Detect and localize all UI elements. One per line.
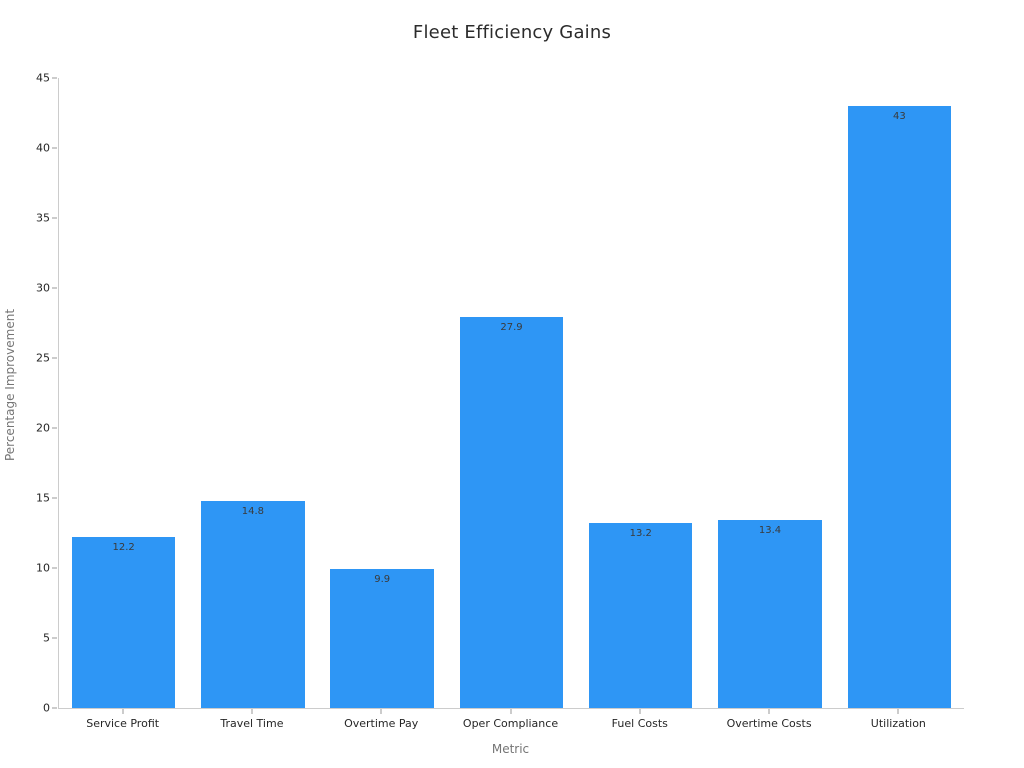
bar: 9.9 [330, 569, 434, 708]
y-tick-label: 20 [36, 421, 50, 435]
y-axis-label: Percentage Improvement [3, 308, 17, 462]
y-tick-label: 25 [36, 351, 50, 365]
y-tick-mark [52, 287, 57, 289]
bar: 43 [847, 106, 952, 708]
x-tick-mark [380, 709, 382, 714]
bar-slot: 43 [835, 78, 964, 708]
bar-value-label: 43 [892, 111, 906, 122]
x-tick-label: Oper Compliance [462, 717, 559, 730]
bar-slot: 13.4 [705, 78, 834, 708]
x-tick-mark [639, 709, 641, 714]
x-tick-mark [251, 709, 253, 714]
bar-slot: 27.9 [447, 78, 576, 708]
x-tick-label: Utilization [870, 717, 926, 730]
x-tick-label: Travel Time [220, 717, 284, 730]
x-axis-label: Metric [491, 742, 530, 756]
y-tick-mark [52, 217, 57, 219]
y-tick-label: 5 [43, 631, 50, 645]
x-tick-mark [122, 709, 124, 714]
y-tick-mark [52, 147, 57, 149]
y-tick-mark [52, 637, 57, 639]
y-tick-mark [52, 497, 57, 499]
y-tick-label: 0 [43, 701, 50, 715]
bar-value-label: 14.8 [241, 505, 265, 517]
x-tick-label: Service Profit [86, 717, 160, 730]
bar-value-label: 13.4 [758, 525, 782, 537]
bar-value-label: 13.2 [629, 528, 652, 540]
y-tick-mark [52, 357, 57, 359]
bar: 13.4 [718, 520, 822, 708]
y-tick-mark [52, 427, 57, 429]
y-tick-label: 40 [36, 141, 50, 155]
bar-value-label: 27.9 [500, 322, 523, 334]
bar: 14.8 [201, 500, 305, 708]
y-tick-mark [52, 77, 57, 79]
plot-area: 12.2 14.8 9.9 27.9 13.2 13.4 43 [58, 78, 964, 709]
y-tick-label: 45 [36, 71, 50, 85]
x-tick-label: Overtime Pay [344, 717, 419, 730]
bar: 13.2 [589, 523, 693, 708]
bar-slot: 14.8 [188, 78, 317, 708]
bar-slot: 12.2 [59, 78, 188, 708]
bar: 27.9 [459, 317, 564, 708]
y-tick-label: 15 [36, 491, 50, 505]
x-tick-label: Overtime Costs [726, 717, 812, 730]
x-tick-mark [768, 709, 770, 714]
bar-slot: 13.2 [576, 78, 705, 708]
y-tick-label: 30 [36, 281, 50, 295]
bar-value-label: 12.2 [112, 542, 135, 554]
bar-slot: 9.9 [318, 78, 447, 708]
x-tick-label: Fuel Costs [611, 717, 668, 730]
x-tick-mark [510, 709, 511, 714]
y-tick-label: 10 [36, 561, 50, 575]
chart-title: Fleet Efficiency Gains [412, 22, 612, 43]
x-tick-mark [897, 709, 899, 714]
y-tick-mark [52, 567, 57, 569]
bar-value-label: 9.9 [374, 574, 391, 586]
y-tick-mark [52, 707, 57, 709]
y-tick-label: 35 [36, 211, 50, 225]
bar: 12.2 [71, 537, 176, 708]
